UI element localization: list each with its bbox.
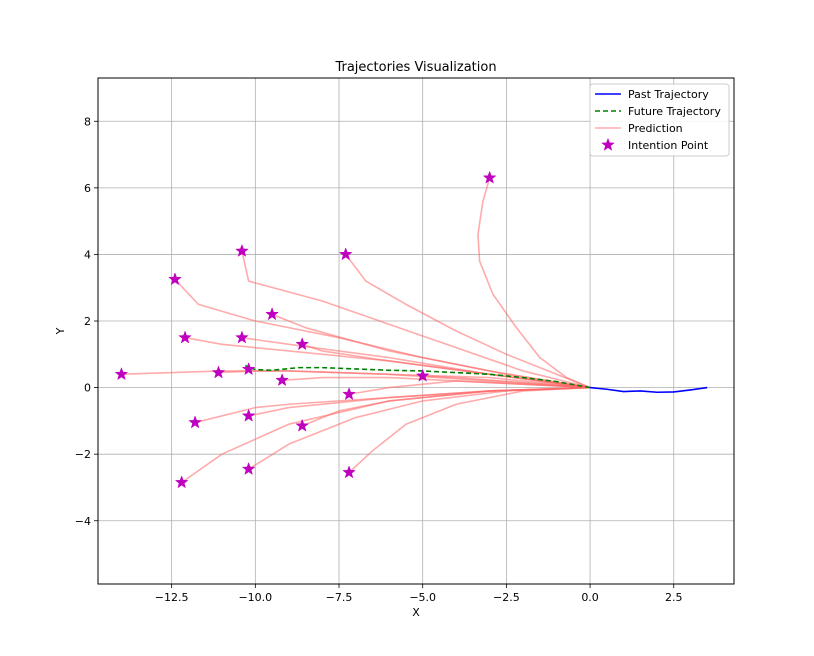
- y-tick-label: 8: [84, 115, 91, 128]
- prediction-line: [241, 250, 591, 389]
- x-tick-label: 0.0: [581, 591, 599, 604]
- legend-label: Intention Point: [628, 139, 709, 152]
- axes-frame: [97, 77, 735, 585]
- intention-point-marker: [295, 418, 310, 432]
- intention-point-marker: [241, 461, 256, 475]
- x-tick-label: −12.5: [155, 591, 189, 604]
- intention-point-marker: [415, 368, 430, 382]
- intention-point-marker: [265, 307, 279, 321]
- prediction-line: [345, 253, 591, 389]
- prediction-line: [348, 380, 591, 396]
- intention-point-marker: [168, 272, 182, 286]
- intention-point-marker: [211, 365, 226, 379]
- y-tick-label: 2: [84, 315, 91, 328]
- legend-label: Past Trajectory: [628, 88, 709, 101]
- plot-area: [114, 170, 708, 489]
- intention-point-marker: [235, 330, 249, 344]
- x-tick-label: −10.0: [238, 591, 272, 604]
- intention-point-marker: [235, 243, 249, 257]
- y-tick-label: 4: [84, 248, 91, 261]
- x-tick-label: −5.0: [409, 591, 436, 604]
- x-tick-label: −2.5: [493, 591, 520, 604]
- x-axis-label: X: [412, 606, 420, 619]
- intention-point-marker: [342, 465, 356, 479]
- y-tick-label: 6: [84, 182, 91, 195]
- legend-intention-point-icon: [601, 137, 615, 151]
- intention-point-marker: [342, 387, 356, 401]
- intention-point-marker: [114, 367, 129, 381]
- chart-title: Trajectories Visualization: [334, 60, 496, 75]
- prediction-line: [348, 386, 591, 474]
- prediction-line: [422, 375, 591, 389]
- prediction-line: [181, 386, 591, 484]
- future-trajectory-line: [244, 364, 591, 389]
- intention-point-marker: [295, 337, 310, 351]
- y-axis-label: Y: [54, 327, 67, 335]
- intention-point-marker: [338, 247, 353, 261]
- intention-point-marker: [482, 170, 497, 184]
- prediction-line: [477, 177, 591, 389]
- y-tick-label: −2: [75, 448, 91, 461]
- intention-point-marker: [178, 330, 192, 344]
- y-tick-label: 0: [84, 382, 91, 395]
- legend-label: Prediction: [628, 122, 683, 135]
- prediction-line: [271, 313, 591, 389]
- legend-box: [589, 83, 730, 157]
- intention-point-marker: [174, 475, 189, 489]
- legend: Past Trajectory Future Trajectory Predicti…: [589, 83, 730, 157]
- intention-point-marker: [275, 373, 289, 387]
- legend-label: Future Trajectory: [628, 105, 721, 118]
- intention-point-marker: [241, 408, 256, 422]
- past-trajectory-line: [589, 386, 708, 394]
- intention-point-marker: [241, 362, 256, 376]
- x-tick-label: −7.5: [326, 591, 353, 604]
- prediction-line: [194, 386, 591, 424]
- y-tick-label: −4: [75, 515, 91, 528]
- intention-point-marker: [188, 415, 202, 429]
- x-tick-label: 2.5: [665, 591, 683, 604]
- axis-ticks: −12.5 −10.0 −7.5 −5.0 −2.5 0.0 2.5 −4 −2 0 2 4 6 8: [75, 115, 683, 604]
